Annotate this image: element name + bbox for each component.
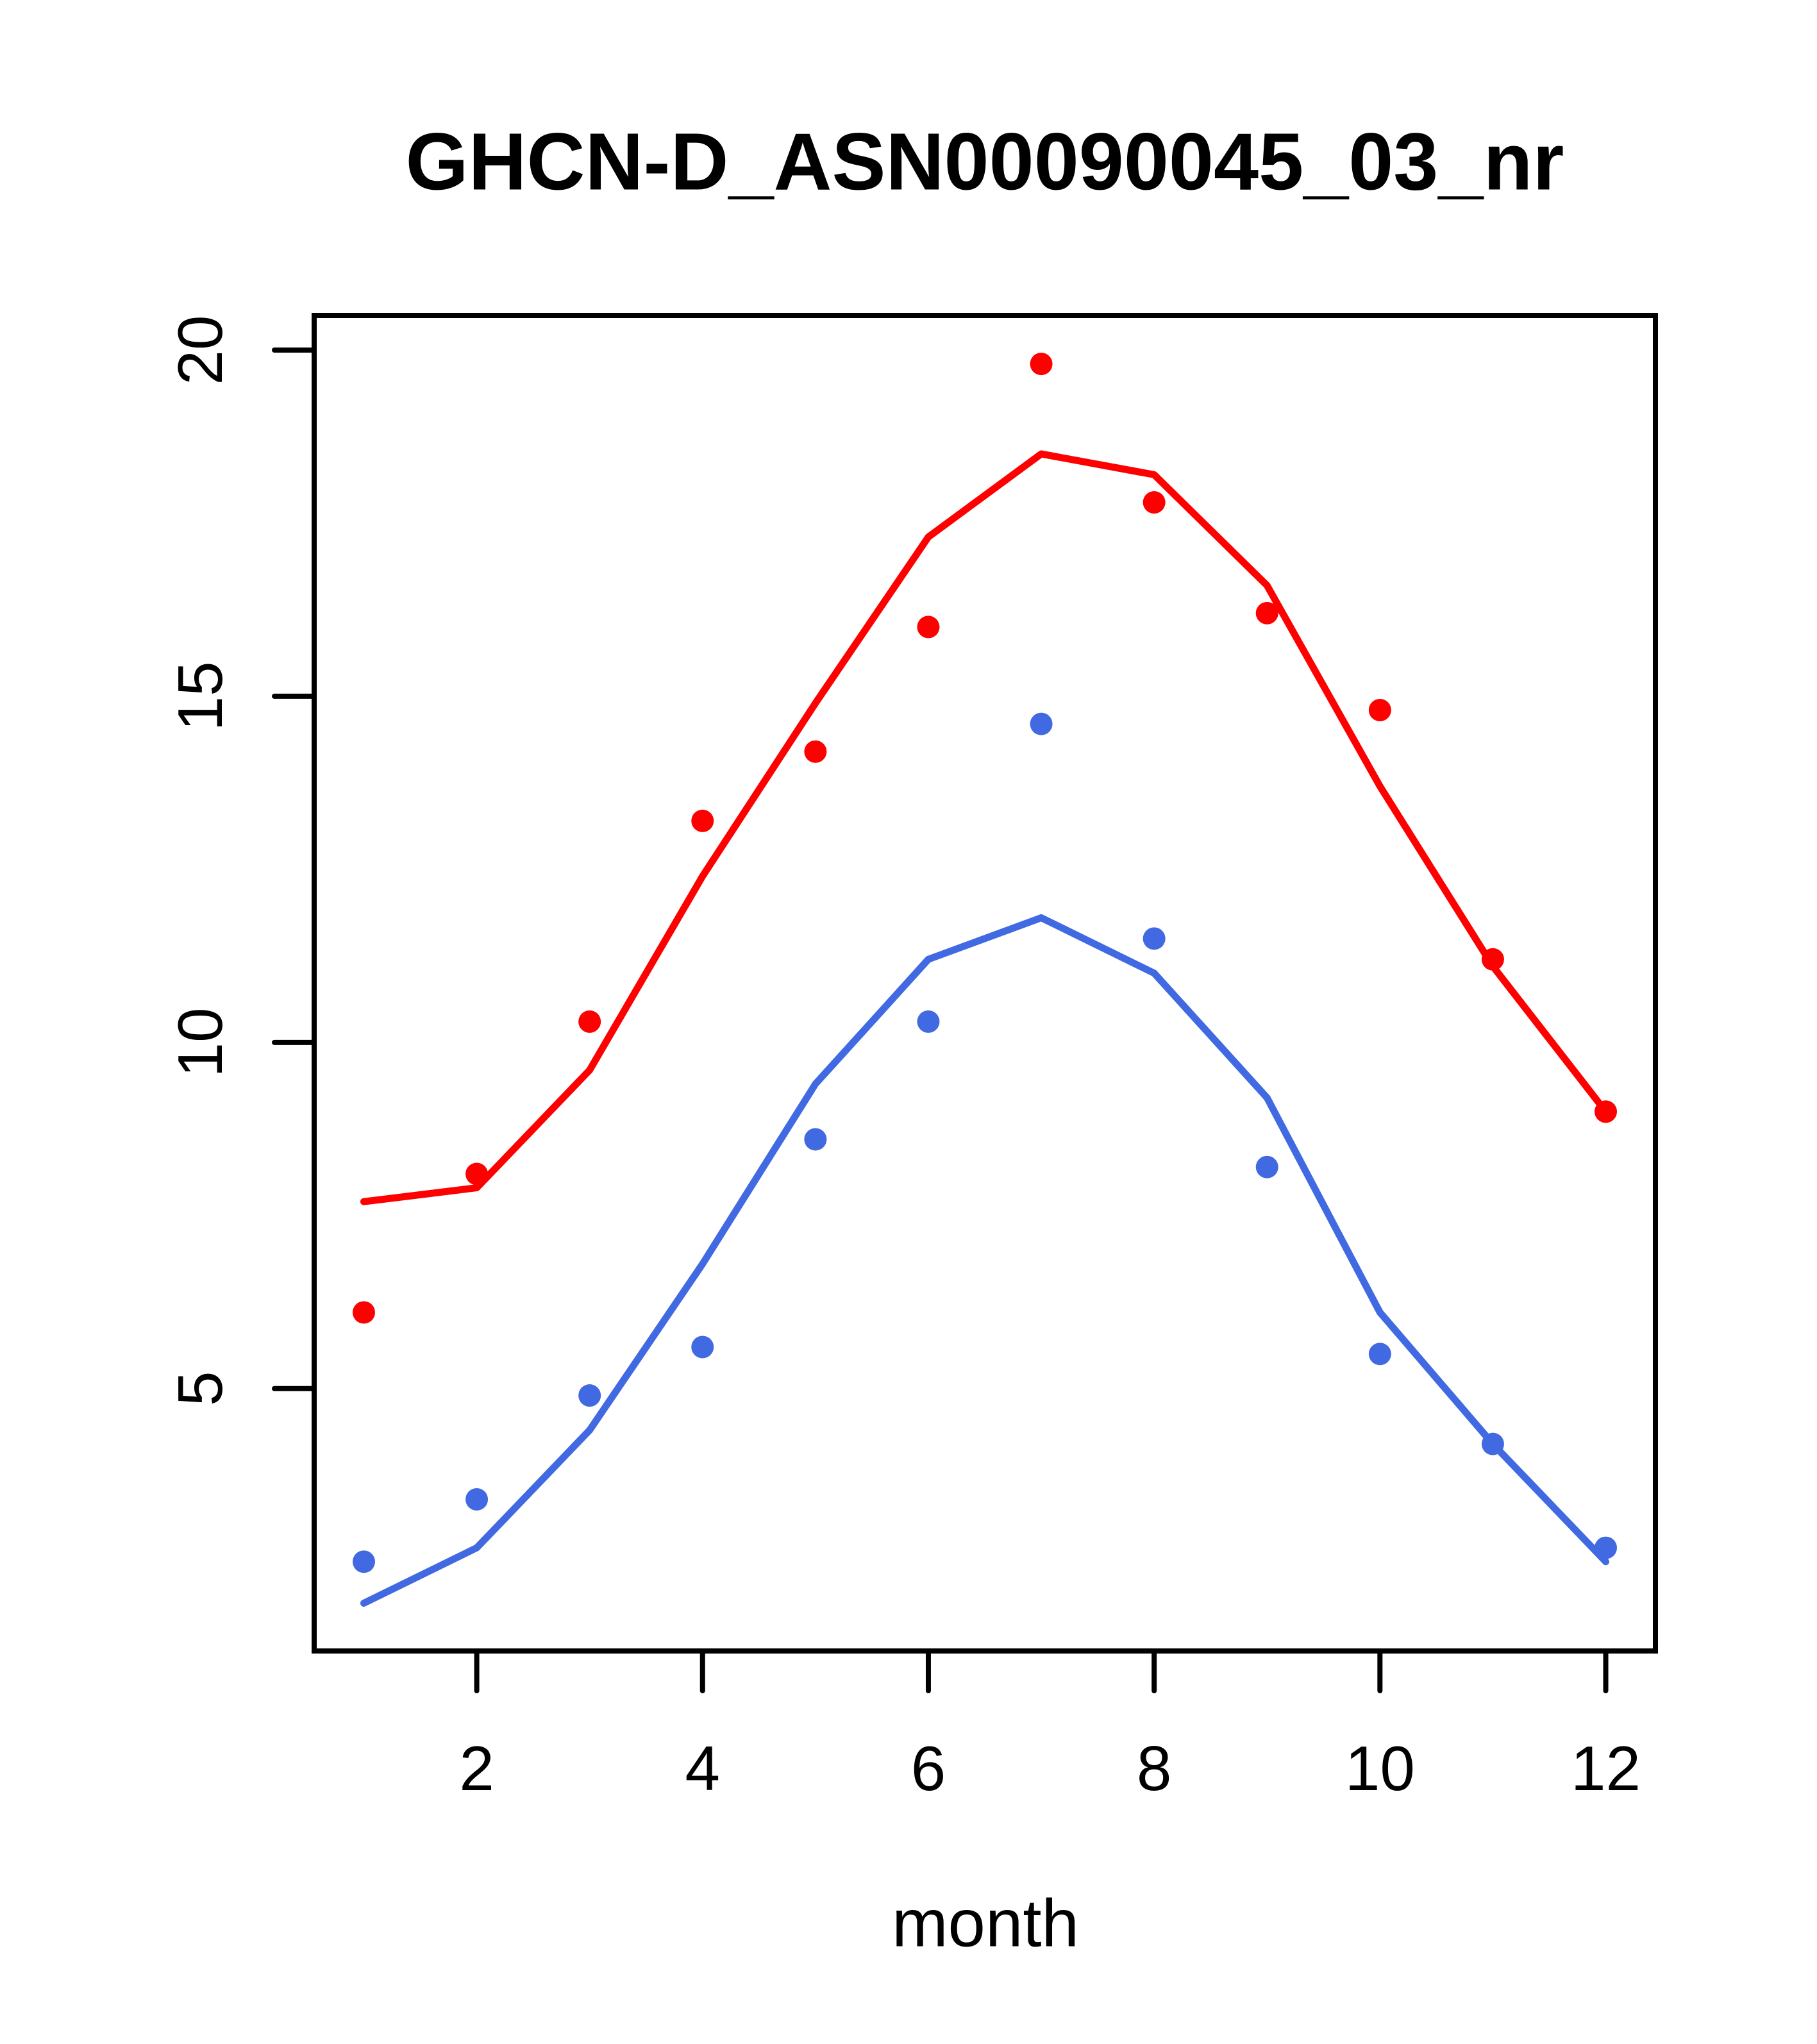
lower-observed-points-m3: [578, 1384, 601, 1407]
y-axis: 5 10 15 20: [165, 315, 317, 1406]
upper-observed-points-m6: [917, 616, 940, 639]
lower-observed-points-group: [352, 712, 1618, 1573]
lower-observed-points-m2: [465, 1488, 489, 1511]
x-axis: 2 4 6 8 10 12: [459, 1648, 1641, 1804]
y-tick-label-15: 15: [165, 661, 235, 731]
lower-observed-points-m1: [352, 1550, 375, 1573]
upper-observed-points-m5: [804, 740, 827, 763]
y-tick-label-10: 10: [165, 1007, 235, 1077]
upper-observed-points-m3: [578, 1010, 601, 1033]
x-tick-label-6: 6: [911, 1733, 946, 1804]
series-layer: [352, 353, 1618, 1607]
x-tick-label-8: 8: [1137, 1733, 1172, 1804]
lower-fitted-line: [360, 914, 1610, 1607]
upper-observed-points-group: [352, 353, 1618, 1324]
upper-fitted-line: [360, 450, 1610, 1205]
x-axis-label: month: [892, 1886, 1079, 1961]
lower-observed-points-m4: [691, 1336, 714, 1359]
lower-observed-points-m8: [1143, 927, 1166, 950]
upper-fitted-line-group: [360, 450, 1610, 1205]
axes-layer: 2 4 6 8 10 12 5 10 15 20: [165, 313, 1658, 1804]
lower-observed-points-m10: [1368, 1343, 1391, 1366]
chart-title: GHCN-D_ASN00090045_03_nr: [406, 117, 1564, 207]
lower-observed-points-m9: [1255, 1155, 1278, 1178]
plot-box: [312, 313, 1658, 1654]
upper-observed-points-m8: [1143, 491, 1166, 514]
upper-observed-points-m4: [691, 809, 714, 832]
x-tick-label-2: 2: [459, 1733, 494, 1804]
lower-observed-points-m5: [804, 1128, 827, 1151]
upper-observed-points-m1: [352, 1301, 375, 1324]
lower-fitted-line-group: [360, 914, 1610, 1607]
x-tick-label-4: 4: [685, 1733, 721, 1804]
y-tick-label-20: 20: [165, 315, 235, 385]
upper-observed-points-m9: [1255, 601, 1278, 624]
upper-observed-points-m10: [1368, 699, 1391, 722]
y-tick-label-5: 5: [165, 1371, 235, 1406]
lower-observed-points-m7: [1030, 712, 1053, 735]
x-tick-label-10: 10: [1345, 1733, 1415, 1804]
lower-observed-points-m6: [917, 1010, 940, 1033]
x-tick-label-12: 12: [1571, 1733, 1641, 1804]
upper-observed-points-m7: [1030, 353, 1053, 376]
